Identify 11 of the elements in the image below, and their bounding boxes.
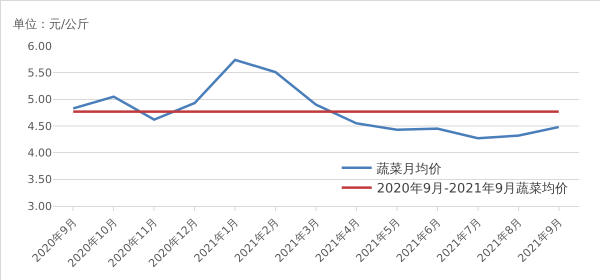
y-tick-label: 5.50 [28,66,52,80]
y-axis-title: 单位：元/公斤 [13,17,90,31]
line-series [72,58,560,140]
legend-label: 2020年9月-2021年9月蔬菜均价 [376,182,568,197]
y-tick-label: 3.50 [28,173,52,186]
y-tick-label: 4.00 [28,146,52,160]
y-tick-label: 4.50 [28,120,52,133]
y-tick-label: 3.00 [28,200,52,213]
y-tick-label: 5.00 [28,93,52,106]
legend-label: 蔬菜月均价 [376,162,442,177]
y-tick-label: 6.00 [28,40,52,53]
